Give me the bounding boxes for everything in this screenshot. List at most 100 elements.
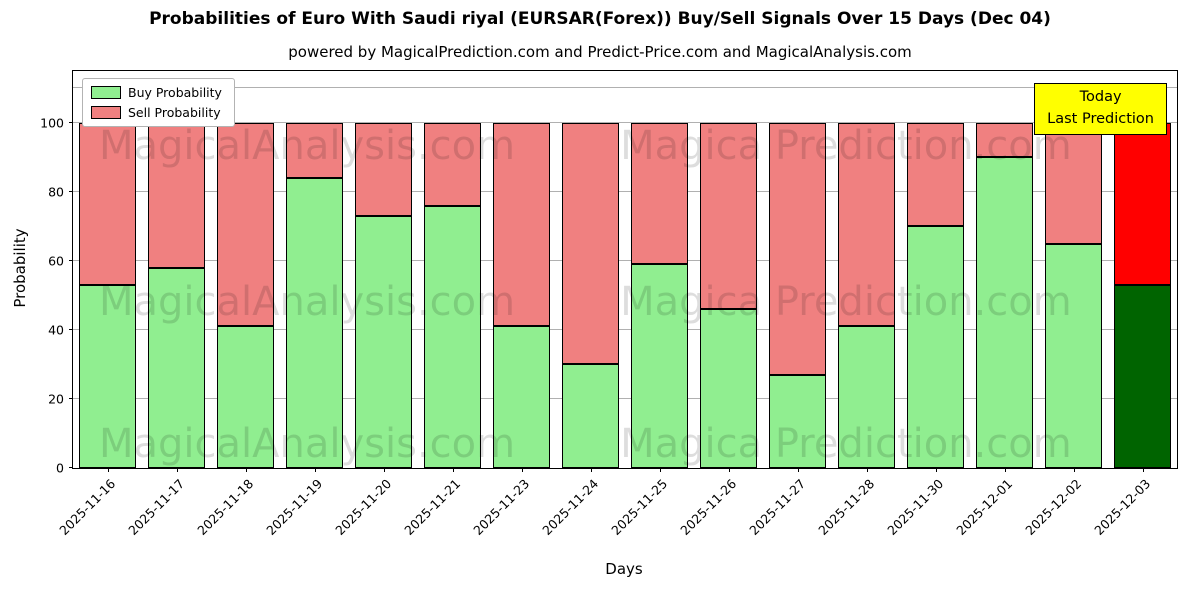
x-tick-mark <box>245 468 247 472</box>
y-tick-label: 0 <box>56 460 64 476</box>
x-tick-label-text: 2025-12-01 <box>953 476 1016 538</box>
plot-area: MagicalAnalysis.com Magica Prediction.co… <box>40 70 1178 538</box>
today-annotation-line1: Today <box>1079 89 1122 105</box>
bar-segment-buy <box>1114 285 1171 468</box>
bar-segment-buy <box>838 326 895 468</box>
x-tick-mark <box>728 468 730 472</box>
x-tick-mark <box>797 468 799 472</box>
stacked-bar <box>907 122 964 468</box>
bar-segment-sell <box>217 122 274 327</box>
today-annotation: Today Last Prediction <box>1034 83 1167 135</box>
y-tick-label: 20 <box>48 391 64 407</box>
x-tick-label-text: 2025-11-23 <box>470 476 533 538</box>
bar-segment-buy <box>562 364 619 468</box>
x-tick-label-text: 2025-12-03 <box>1091 476 1154 538</box>
y-tick-label: 40 <box>48 322 64 338</box>
y-tick-mark <box>69 328 73 330</box>
sell-swatch-icon <box>91 106 121 119</box>
stacked-bar <box>493 122 550 468</box>
stacked-bar <box>286 122 343 468</box>
x-tick-label-text: 2025-11-17 <box>125 476 188 538</box>
x-tick-label-text: 2025-11-24 <box>539 476 602 538</box>
plot-clip: MagicalAnalysis.com Magica Prediction.co… <box>73 71 1177 468</box>
bar-segment-sell <box>562 122 619 365</box>
stacked-bar <box>769 122 826 468</box>
x-tick-mark <box>383 468 385 472</box>
y-tick-mark <box>69 259 73 261</box>
stacked-bar <box>976 122 1033 468</box>
bar-segment-sell <box>1045 122 1102 244</box>
stacked-bar <box>217 122 274 468</box>
stacked-bar <box>1114 122 1171 468</box>
bar-segment-sell <box>838 122 895 327</box>
x-tick-mark <box>1142 468 1144 472</box>
legend-label: Sell Probability <box>128 105 221 120</box>
today-annotation-line2: Last Prediction <box>1047 110 1154 127</box>
legend-item-buy: Buy Probability <box>91 85 222 100</box>
x-tick-mark <box>935 468 937 472</box>
stacked-bar <box>79 122 136 468</box>
buy-swatch-icon <box>91 86 121 99</box>
x-tick-label-text: 2025-11-28 <box>815 476 878 538</box>
stacked-bar <box>424 122 481 468</box>
gridline <box>73 397 1177 399</box>
x-tick-label-text: 2025-11-25 <box>608 476 671 538</box>
bar-segment-buy <box>424 205 481 468</box>
x-tick-mark <box>1073 468 1075 472</box>
gridline <box>73 328 1177 330</box>
stacked-bar <box>838 122 895 468</box>
y-tick-label: 60 <box>48 253 64 269</box>
chart-title: Probabilities of Euro With Saudi riyal (… <box>149 9 1051 29</box>
x-tick-mark <box>107 468 109 472</box>
gridline <box>73 121 1177 123</box>
bar-segment-buy <box>769 374 826 468</box>
y-axis-label: Probability <box>11 228 29 308</box>
bar-segment-sell <box>976 122 1033 158</box>
x-tick-label-text: 2025-11-30 <box>884 476 947 538</box>
y-tick-label: 100 <box>40 115 64 131</box>
y-tick-mark <box>69 467 73 468</box>
x-tick-mark <box>659 468 661 472</box>
x-tick-mark <box>521 468 523 472</box>
x-tick-mark <box>452 468 454 472</box>
bar-segment-buy <box>700 309 757 468</box>
bar-segment-buy <box>148 267 205 468</box>
bar-segment-sell <box>424 122 481 206</box>
bar-segment-sell <box>631 122 688 265</box>
bar-segment-sell <box>286 122 343 179</box>
bar-segment-buy <box>355 216 412 468</box>
bar-segment-buy <box>79 285 136 468</box>
x-tick-mark <box>1004 468 1006 472</box>
x-axis-label: Days <box>605 560 643 578</box>
bar-segment-sell <box>493 122 550 327</box>
x-tick-label-text: 2025-12-02 <box>1022 476 1085 538</box>
bar-segment-sell <box>769 122 826 375</box>
bar-segment-buy <box>493 326 550 468</box>
bar-segment-sell <box>1114 122 1171 286</box>
legend-item-sell: Sell Probability <box>91 105 222 120</box>
y-tick-mark <box>69 397 73 399</box>
x-tick-label-text: 2025-11-21 <box>401 476 464 538</box>
x-tick-label-text: 2025-11-19 <box>263 476 326 538</box>
gridline <box>73 87 1177 89</box>
chart-subtitle: powered by MagicalPrediction.com and Pre… <box>288 43 912 61</box>
x-tick-label-text: 2025-11-27 <box>746 476 809 538</box>
x-tick-label-text: 2025-11-18 <box>194 476 257 538</box>
y-tick-mark <box>69 190 73 192</box>
bar-segment-buy <box>907 226 964 468</box>
legend: Buy Probability Sell Probability <box>82 78 235 127</box>
stacked-bar <box>562 122 619 468</box>
gridline <box>73 190 1177 192</box>
bar-segment-buy <box>1045 243 1102 468</box>
bar-segment-sell <box>700 122 757 310</box>
x-tick-mark <box>866 468 868 472</box>
x-tick-label-text: 2025-11-20 <box>332 476 395 538</box>
stacked-bar <box>1045 122 1102 468</box>
x-tick-mark <box>590 468 592 472</box>
bar-segment-buy <box>631 264 688 468</box>
x-tick-label-text: 2025-11-16 <box>56 476 119 538</box>
bar-segment-sell <box>79 122 136 286</box>
stacked-bar <box>355 122 412 468</box>
bar-segment-buy <box>286 178 343 468</box>
bar-segment-buy <box>976 157 1033 468</box>
